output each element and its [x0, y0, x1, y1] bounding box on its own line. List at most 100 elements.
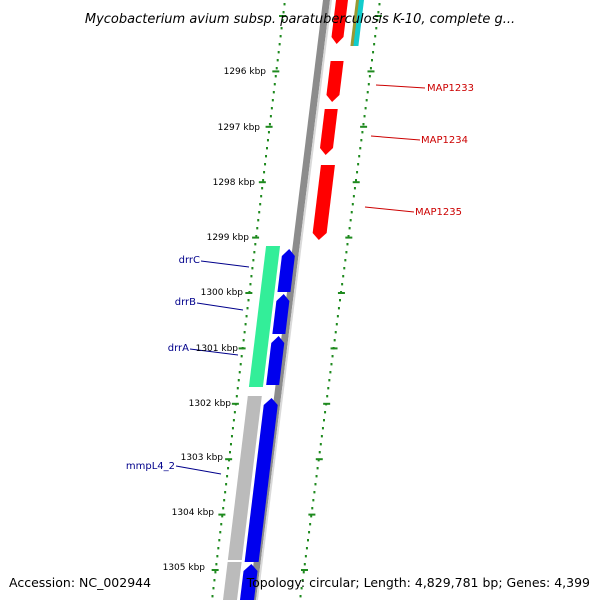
- inner-ruler-dot: [267, 131, 270, 134]
- inner-ruler-dot: [232, 419, 235, 422]
- tick-mark: [301, 569, 308, 571]
- inner-ruler-dot: [215, 563, 218, 566]
- outer-ruler-dot: [301, 579, 304, 582]
- outer-ruler-dot: [330, 363, 333, 366]
- inner-ruler-dot: [271, 99, 274, 102]
- outer-ruler-dot: [371, 59, 373, 62]
- inner-ruler-dot: [264, 163, 267, 166]
- inner-ruler-dot: [212, 587, 215, 590]
- outer-ruler-dot: [360, 139, 363, 142]
- outer-ruler-dot: [344, 259, 347, 262]
- inner-ruler-dot: [269, 115, 272, 118]
- tick-mark: [330, 347, 338, 350]
- inner-ruler-dot: [268, 123, 271, 126]
- outer-ruler-dot: [358, 155, 361, 158]
- outer-ruler-dot: [319, 443, 322, 446]
- gene-label-drrb[interactable]: drrB: [175, 297, 196, 308]
- tick-mark: [308, 513, 316, 516]
- misc-feature-bar: [353, 0, 365, 46]
- inner-ruler-dot: [247, 299, 250, 302]
- outer-ruler-dot: [364, 107, 367, 110]
- leader-line: [196, 302, 244, 311]
- inner-ruler-dot: [214, 571, 217, 574]
- inner-ruler-dot: [253, 251, 256, 254]
- tick-mark: [337, 292, 345, 294]
- gene-label-drrc[interactable]: drrC: [179, 255, 200, 266]
- tick-labels: 1296 kbp 1297 kbp 1298 kbp 1299 kbp 1300…: [163, 67, 267, 573]
- outer-ruler-dot: [310, 515, 313, 518]
- tick-mark: [252, 236, 260, 239]
- tick-label: 1300 kbp: [201, 288, 244, 298]
- inner-ruler-dot: [246, 307, 249, 310]
- inner-ruler-dot: [244, 323, 247, 326]
- outer-ruler-dot: [328, 379, 331, 382]
- outer-ruler-dot: [326, 395, 329, 398]
- outer-ruler-dot: [345, 251, 348, 254]
- leader-line: [370, 135, 421, 141]
- forward-gene-labels: drrC drrB drrA mmpL4_2: [126, 255, 200, 472]
- inner-ruler-dot: [224, 491, 227, 494]
- inner-ruler-dot: [278, 43, 281, 46]
- outer-ruler-dot: [320, 435, 323, 438]
- outer-ruler-dot: [347, 235, 350, 238]
- outer-ruler-dot: [336, 315, 339, 318]
- reverse-gene-arrow: [331, 0, 349, 44]
- reverse-gene-arrow: [326, 61, 344, 102]
- outer-ruler-dot: [323, 419, 325, 422]
- gene-label-mmpl4-2[interactable]: mmpL4_2: [126, 461, 175, 472]
- genome-summary-text: Topology: circular; Length: 4,829,781 bp…: [246, 575, 590, 590]
- inner-ruler-dot: [216, 555, 219, 558]
- tick-mark: [272, 70, 280, 73]
- outer-ruler-dot: [343, 267, 346, 270]
- inner-ruler-dot: [239, 363, 242, 366]
- gene-features: [223, 0, 365, 600]
- inner-ruler-dot: [273, 83, 276, 86]
- gene-label-map1233[interactable]: MAP1233: [427, 83, 474, 94]
- forward-gene-arrow: [240, 564, 258, 600]
- inner-ruler-dot: [277, 51, 280, 54]
- leader-line: [175, 465, 222, 475]
- inner-ruler-dot: [274, 75, 277, 78]
- outer-ruler-dot: [300, 587, 303, 590]
- tick-mark: [265, 125, 273, 128]
- outer-ruler-dot: [351, 203, 354, 206]
- outer-ruler-dot: [366, 91, 369, 94]
- inner-ruler-dot: [262, 179, 265, 182]
- gene-label-drra[interactable]: drrA: [168, 343, 189, 354]
- inner-ruler-dot: [265, 147, 268, 150]
- inner-ruler-dot: [222, 507, 225, 510]
- reverse-gene-arrow: [312, 165, 335, 240]
- outer-ruler-dot: [324, 411, 327, 414]
- gene-label-map1235[interactable]: MAP1235: [415, 207, 462, 218]
- outer-ruler-dot: [359, 147, 362, 150]
- inner-ruler-dot: [256, 227, 259, 230]
- outer-ruler-dot: [315, 475, 318, 478]
- inner-ruler-dot: [245, 315, 248, 318]
- outer-ruler-dot: [365, 99, 368, 102]
- outer-ruler-dot: [363, 115, 366, 118]
- inner-ruler-dot: [249, 283, 252, 286]
- outer-ruler-dot: [302, 571, 305, 574]
- outer-ruler-dot: [368, 75, 371, 78]
- outer-ruler-dot: [377, 11, 380, 14]
- inner-ruler-dot: [213, 579, 216, 582]
- inner-ruler-dot: [270, 107, 273, 110]
- outer-ruler-dot: [373, 43, 376, 46]
- outer-ruler-dot: [333, 339, 336, 342]
- outer-ruler-dot: [349, 219, 352, 222]
- map-title: Mycobacterium avium subsp. paratuberculo…: [85, 12, 515, 27]
- backbone-highlight: [256, 0, 332, 600]
- outer-ruler-dot: [305, 547, 308, 550]
- inner-ruler-dot: [220, 523, 223, 526]
- outer-ruler-dot: [355, 179, 357, 182]
- outer-ruler-dot: [304, 555, 307, 558]
- inner-ruler-dot: [218, 539, 221, 542]
- outer-ruler-dot: [321, 427, 324, 430]
- gene-label-map1234[interactable]: MAP1234: [421, 135, 468, 146]
- inner-ruler-dot: [272, 91, 275, 94]
- outer-ruler-dot: [327, 387, 330, 390]
- inner-ruler-dot: [260, 195, 263, 198]
- inner-ruler-dot: [231, 427, 234, 430]
- inner-ruler-dot: [219, 531, 222, 534]
